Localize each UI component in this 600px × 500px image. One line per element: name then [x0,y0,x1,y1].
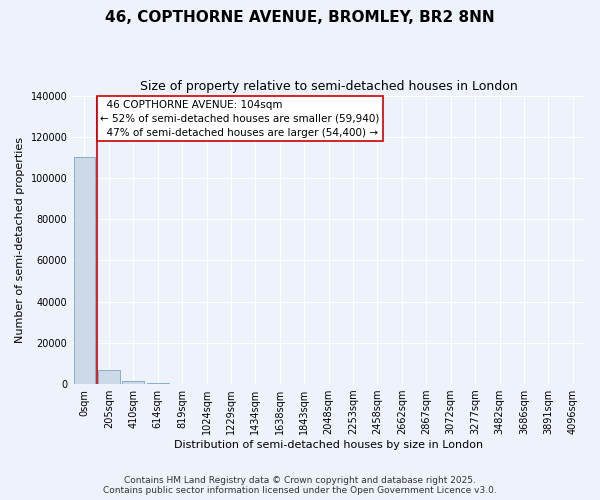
Bar [122,382,145,384]
Bar [147,383,169,384]
Text: 46 COPTHORNE AVENUE: 104sqm
← 52% of semi-detached houses are smaller (59,940)
 : 46 COPTHORNE AVENUE: 104sqm ← 52% of sem… [100,100,380,138]
Text: Contains HM Land Registry data © Crown copyright and database right 2025.
Contai: Contains HM Land Registry data © Crown c… [103,476,497,495]
Text: 46, COPTHORNE AVENUE, BROMLEY, BR2 8NN: 46, COPTHORNE AVENUE, BROMLEY, BR2 8NN [105,10,495,25]
Y-axis label: Number of semi-detached properties: Number of semi-detached properties [15,137,25,343]
Bar [74,158,95,384]
X-axis label: Distribution of semi-detached houses by size in London: Distribution of semi-detached houses by … [174,440,483,450]
Title: Size of property relative to semi-detached houses in London: Size of property relative to semi-detach… [140,80,518,93]
Bar [98,370,120,384]
